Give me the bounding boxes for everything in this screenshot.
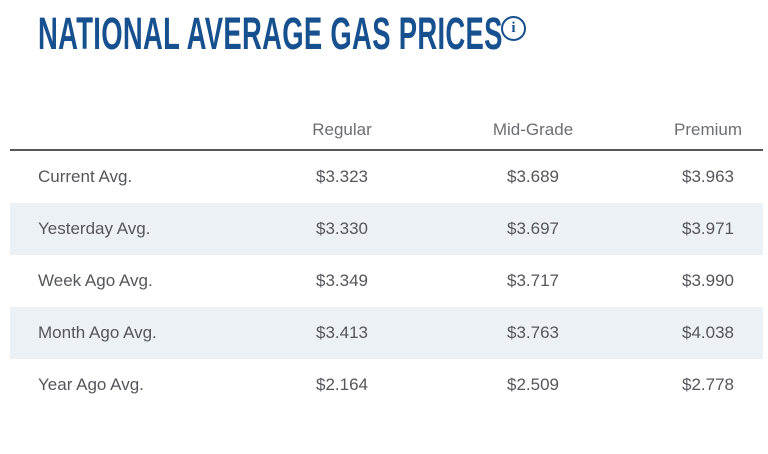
- page-title: NATIONAL AVERAGE GAS PRICES: [38, 11, 768, 56]
- cell-regular: $3.349: [316, 271, 368, 290]
- cell-mid-grade: $3.689: [507, 167, 559, 186]
- table-row-current-avg: Current Avg. $3.323 $3.689 $3.963: [10, 150, 763, 203]
- table-row-month-ago-avg: Month Ago Avg. $3.413 $3.763 $4.038: [10, 307, 763, 359]
- row-label: Month Ago Avg.: [38, 323, 157, 342]
- cell-premium: $3.963: [682, 167, 734, 186]
- column-header-mid-grade: Mid-Grade: [492, 120, 574, 139]
- cell-regular: $3.330: [316, 219, 368, 238]
- cell-regular: $2.164: [316, 375, 368, 394]
- row-label: Yesterday Avg.: [38, 219, 151, 238]
- corner-header: [10, 105, 271, 150]
- page-title-text: NATIONAL AVERAGE GAS PRICES: [38, 8, 503, 59]
- table-header-row: Regular Mid-Grade Premium: [10, 105, 763, 150]
- cell-mid-grade: $3.717: [507, 271, 559, 290]
- cell-premium: $3.990: [682, 271, 734, 290]
- cell-mid-grade: $2.509: [507, 375, 559, 394]
- column-header-premium: Premium: [673, 120, 742, 139]
- row-label: Current Avg.: [38, 167, 133, 186]
- info-icon[interactable]: i: [501, 16, 526, 41]
- cell-premium: $2.778: [682, 375, 734, 394]
- cell-premium: $3.971: [682, 219, 734, 238]
- cell-premium: $4.038: [682, 323, 734, 342]
- cell-mid-grade: $3.697: [507, 219, 559, 238]
- column-header-regular: Regular: [312, 120, 372, 139]
- cell-regular: $3.413: [316, 323, 368, 342]
- cell-mid-grade: $3.763: [507, 323, 559, 342]
- table-row-year-ago-avg: Year Ago Avg. $2.164 $2.509 $2.778: [10, 359, 763, 411]
- row-label: Week Ago Avg.: [38, 271, 153, 290]
- table-row-week-ago-avg: Week Ago Avg. $3.349 $3.717 $3.990: [10, 255, 763, 307]
- row-label: Year Ago Avg.: [38, 375, 144, 394]
- gas-prices-table: Regular Mid-Grade Premium Current Avg. $…: [10, 105, 763, 411]
- table-row-yesterday-avg: Yesterday Avg. $3.330 $3.697 $3.971: [10, 203, 763, 255]
- info-icon-glyph: i: [511, 20, 516, 36]
- cell-regular: $3.323: [316, 167, 368, 186]
